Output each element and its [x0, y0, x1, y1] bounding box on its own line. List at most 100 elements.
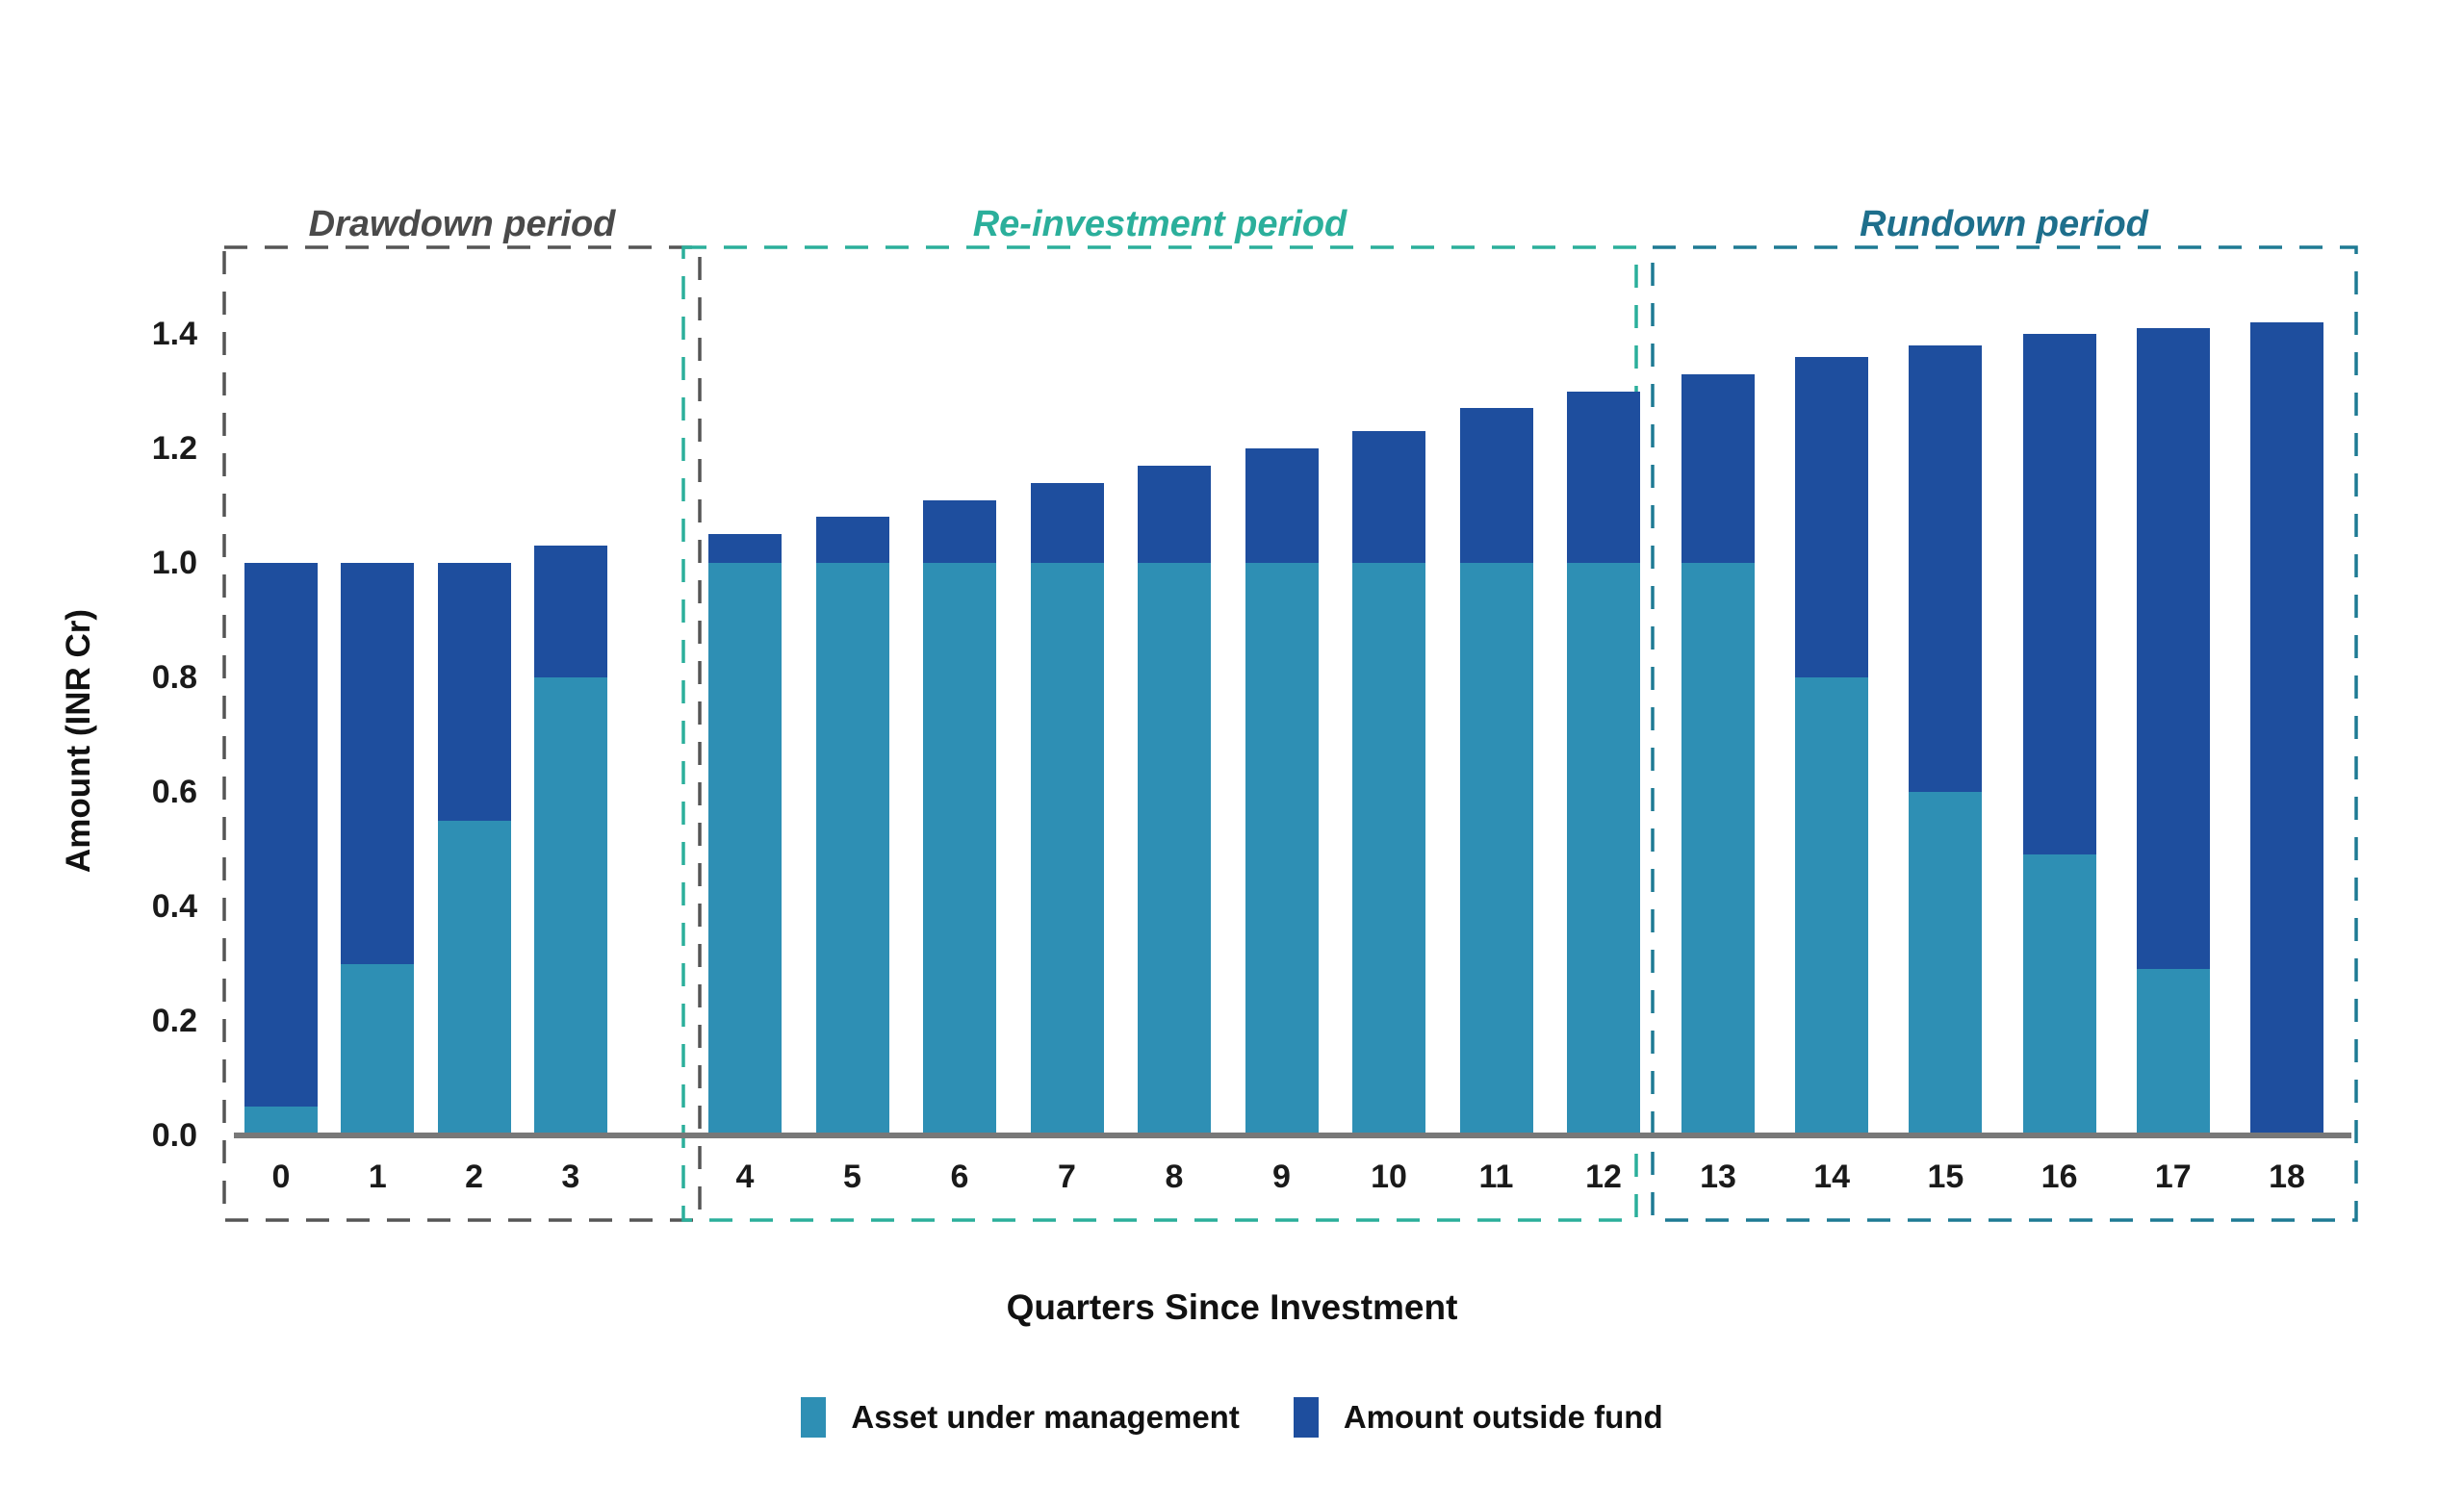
- x-tick-label-4: 4: [735, 1159, 755, 1195]
- segment-amount-outside-fund: [1245, 448, 1319, 563]
- segment-asset-under-management: [2022, 854, 2096, 1135]
- segment-amount-outside-fund: [1681, 373, 1755, 563]
- bar-quarter-14: [1795, 356, 1869, 1135]
- bar-quarter-17: [2136, 328, 2210, 1135]
- bar-quarter-10: [1352, 431, 1425, 1135]
- segment-asset-under-management: [923, 563, 996, 1135]
- segment-asset-under-management: [1567, 563, 1640, 1135]
- y-tick-label-0.0: 0.0: [151, 1117, 197, 1154]
- segment-amount-outside-fund: [708, 534, 782, 564]
- bar-quarter-2: [437, 563, 511, 1135]
- period-box-re-investment-period: [681, 245, 1638, 1222]
- x-tick-label-3: 3: [561, 1159, 580, 1195]
- segment-asset-under-management: [1245, 563, 1319, 1135]
- segment-asset-under-management: [533, 676, 607, 1135]
- x-tick-label-13: 13: [1700, 1159, 1736, 1195]
- bar-quarter-12: [1567, 391, 1640, 1135]
- segment-amount-outside-fund: [2250, 322, 2323, 1135]
- y-tick-label-1.2: 1.2: [151, 430, 197, 467]
- segment-asset-under-management: [1795, 676, 1869, 1135]
- x-tick-label-12: 12: [1585, 1159, 1622, 1195]
- legend-swatch-outside: [1293, 1397, 1319, 1438]
- bar-quarter-11: [1459, 408, 1533, 1135]
- legend-label-aum: Asset under management: [851, 1399, 1240, 1435]
- segment-amount-outside-fund: [533, 546, 607, 677]
- segment-amount-outside-fund: [1030, 482, 1104, 563]
- period-box-rundown-period: [1651, 245, 2358, 1222]
- x-tick-label-17: 17: [2154, 1159, 2192, 1195]
- bar-quarter-3: [533, 546, 607, 1135]
- legend-label-outside: Amount outside fund: [1343, 1399, 1663, 1435]
- y-axis-title-text: Amount (INR Cr): [60, 608, 97, 874]
- x-tick-label-16: 16: [2040, 1159, 2078, 1195]
- period-label-rundown: Rundown period: [1860, 204, 2148, 244]
- segment-asset-under-management: [1138, 563, 1211, 1135]
- legend-swatch-aum: [801, 1397, 827, 1438]
- segment-amount-outside-fund: [2136, 328, 2210, 970]
- y-tick-label-1.4: 1.4: [151, 316, 197, 352]
- segment-asset-under-management: [708, 563, 782, 1136]
- segment-asset-under-management: [1681, 562, 1755, 1135]
- legend-item-aum: Asset under management: [801, 1397, 1240, 1438]
- x-tick-label-7: 7: [1058, 1159, 1076, 1195]
- segment-asset-under-management: [1459, 563, 1533, 1135]
- x-axis-line: [234, 1133, 2351, 1138]
- segment-asset-under-management: [2136, 969, 2210, 1135]
- chart-legend: Asset under management Amount outside fu…: [0, 1397, 2464, 1438]
- bar-quarter-8: [1138, 465, 1211, 1135]
- period-label-reinvestment: Re-investment period: [972, 204, 1348, 244]
- y-tick-label-0.2: 0.2: [151, 1003, 197, 1039]
- x-tick-label-2: 2: [465, 1159, 484, 1195]
- segment-asset-under-management: [1352, 562, 1425, 1135]
- segment-asset-under-management: [1909, 791, 1983, 1135]
- x-tick-label-0: 0: [271, 1159, 291, 1195]
- y-tick-label-0.8: 0.8: [151, 659, 197, 696]
- x-tick-label-5: 5: [843, 1159, 861, 1195]
- bar-quarter-16: [2022, 334, 2096, 1135]
- x-tick-label-10: 10: [1371, 1159, 1407, 1195]
- segment-amount-outside-fund: [1459, 408, 1533, 564]
- x-tick-label-6: 6: [950, 1159, 969, 1195]
- segment-amount-outside-fund: [923, 499, 996, 563]
- segment-asset-under-management: [244, 1107, 318, 1135]
- segment-amount-outside-fund: [2022, 334, 2096, 855]
- segment-asset-under-management: [1030, 562, 1104, 1135]
- segment-amount-outside-fund: [1795, 356, 1869, 677]
- bar-quarter-1: [341, 563, 415, 1135]
- bar-quarter-9: [1245, 448, 1319, 1135]
- x-tick-label-8: 8: [1165, 1159, 1184, 1195]
- segment-amount-outside-fund: [341, 563, 415, 964]
- x-axis-title: Quarters Since Investment: [1006, 1287, 1458, 1327]
- segment-amount-outside-fund: [1909, 344, 1983, 792]
- segment-amount-outside-fund: [1138, 465, 1211, 564]
- segment-asset-under-management: [437, 820, 511, 1135]
- segment-asset-under-management: [815, 562, 889, 1135]
- bar-quarter-5: [815, 517, 889, 1135]
- x-tick-label-15: 15: [1927, 1159, 1964, 1195]
- x-tick-label-14: 14: [1813, 1159, 1851, 1195]
- x-tick-label-9: 9: [1272, 1159, 1291, 1195]
- bar-quarter-7: [1030, 482, 1104, 1135]
- segment-asset-under-management: [341, 963, 415, 1135]
- x-tick-label-1: 1: [368, 1159, 387, 1195]
- y-tick-label-0.6: 0.6: [151, 774, 197, 810]
- segment-amount-outside-fund: [244, 563, 318, 1108]
- bar-quarter-18: [2250, 322, 2323, 1135]
- segment-amount-outside-fund: [437, 563, 511, 821]
- segment-amount-outside-fund: [1352, 431, 1425, 563]
- bar-quarter-15: [1909, 344, 1983, 1135]
- legend-item-outside: Amount outside fund: [1293, 1397, 1663, 1438]
- x-tick-label-18: 18: [2269, 1159, 2305, 1195]
- bar-quarter-13: [1681, 373, 1755, 1135]
- period-label-drawdown: Drawdown period: [308, 204, 616, 244]
- x-tick-label-11: 11: [1478, 1159, 1514, 1195]
- segment-amount-outside-fund: [1567, 391, 1640, 563]
- y-tick-label-0.4: 0.4: [151, 888, 197, 925]
- bar-quarter-4: [708, 534, 782, 1136]
- bar-quarter-6: [923, 499, 996, 1135]
- segment-amount-outside-fund: [815, 517, 889, 563]
- bar-quarter-0: [244, 563, 318, 1135]
- y-tick-label-1.0: 1.0: [151, 545, 197, 581]
